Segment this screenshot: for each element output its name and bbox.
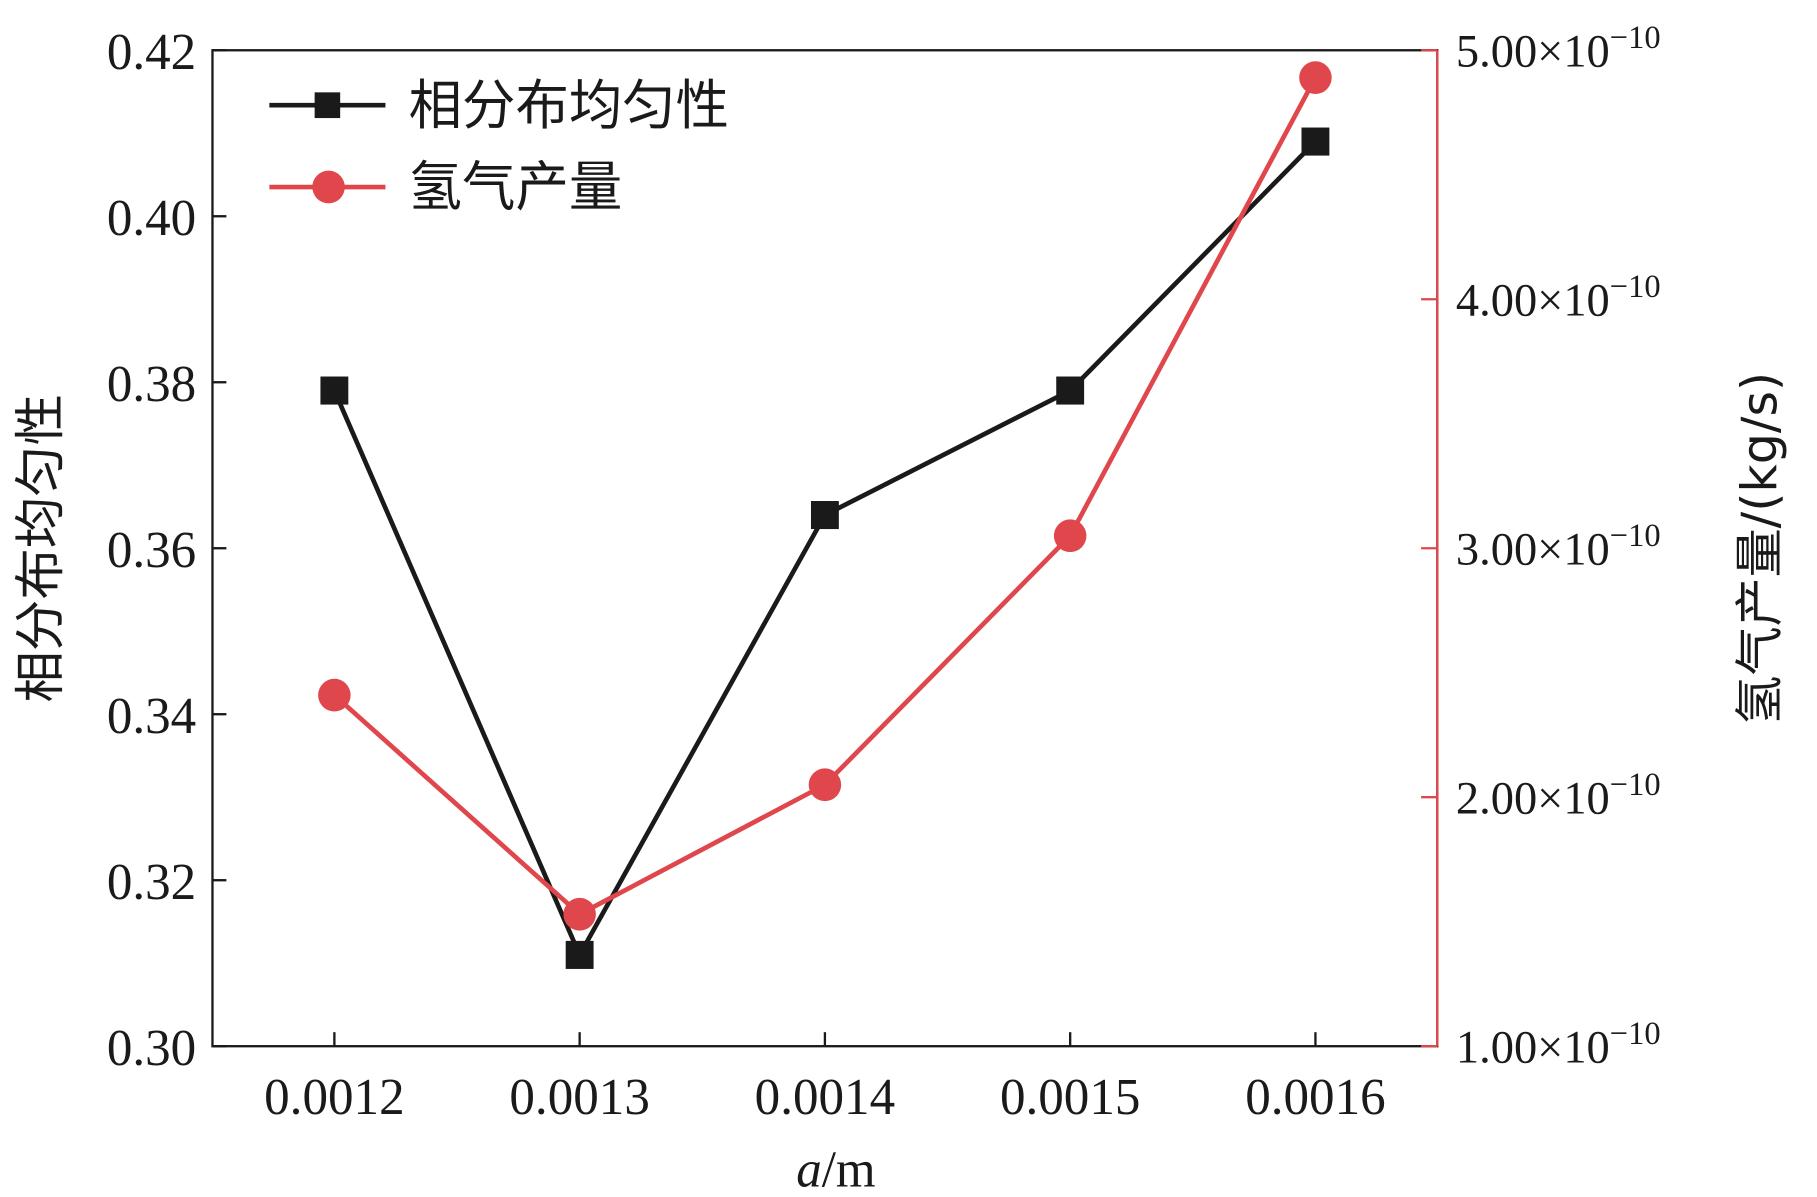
y-tick-label: 0.36 (107, 522, 196, 579)
y-axis-label: 相分布均匀性 (11, 394, 71, 703)
data-point-square (320, 376, 349, 405)
y2-tick-mantissa: 4.00 (1456, 274, 1537, 326)
legend-marker-circle (312, 170, 345, 204)
y2-tick-times: ×10 (1537, 1021, 1610, 1073)
y2-tick-times: ×10 (1537, 523, 1610, 575)
y-tick-label: 0.40 (107, 190, 196, 247)
data-point-square (1301, 127, 1330, 156)
x-tick-label: 0.0012 (264, 1069, 404, 1126)
y2-tick-exponent: −10 (1610, 1016, 1661, 1052)
legend-marker-square (314, 92, 341, 119)
legend: 相分布均匀性 氢气产量 (269, 74, 729, 219)
data-point-square (565, 940, 594, 969)
y2-tick-mantissa: 1.00 (1456, 1021, 1537, 1073)
y2-axis-label: 氢气产量/(kg/s) (1732, 372, 1789, 725)
data-point-circle (1299, 61, 1332, 95)
series-line-0 (332, 139, 1318, 961)
x-tick-label: 0.0015 (1000, 1069, 1140, 1126)
y2-tick-times: ×10 (1537, 274, 1610, 326)
y-tick-label: 0.32 (107, 854, 196, 911)
y2-tick-mantissa: 2.00 (1456, 772, 1537, 824)
legend-label-uniformity: 相分布均匀性 (409, 74, 729, 137)
y2-tick-label: 4.00×10−10 (1456, 269, 1661, 327)
y-tick-label: 0.34 (107, 688, 196, 745)
data-point-square (810, 501, 839, 530)
y2-tick-exponent: −10 (1610, 269, 1661, 305)
y-tick-label: 0.30 (107, 1020, 196, 1077)
data-point-circle (318, 678, 351, 712)
y2-tick-mantissa: 5.00 (1456, 25, 1537, 77)
plot-frame (211, 49, 1439, 1048)
y-tick-label: 0.42 (107, 24, 196, 81)
y2-tick-exponent: −10 (1610, 767, 1661, 803)
x-tick-label: 0.0013 (509, 1069, 649, 1126)
y2-tick-label: 3.00×10−10 (1456, 518, 1661, 576)
data-point-circle (1053, 519, 1087, 553)
legend-label-hydrogen: 氢气产量 (409, 156, 623, 219)
x-axis-label-unit: /m (822, 1141, 876, 1197)
data-point-circle (808, 768, 842, 802)
x-axis-label-var: a (796, 1141, 822, 1197)
y2-tick-times: ×10 (1537, 25, 1610, 77)
y2-tick-exponent: −10 (1610, 20, 1661, 56)
x-tick-label: 0.0014 (755, 1069, 895, 1126)
y2-tick-exponent: −10 (1610, 518, 1661, 554)
x-axis-label: a/m (796, 1141, 876, 1197)
y2-tick-label: 5.00×10−10 (1456, 20, 1661, 78)
x-tick-label: 0.0016 (1245, 1069, 1385, 1126)
y2-tick-mantissa: 3.00 (1456, 523, 1537, 575)
data-point-square (1056, 376, 1085, 405)
y2-tick-times: ×10 (1537, 772, 1610, 824)
y-tick-label: 0.38 (107, 356, 196, 413)
y2-tick-label: 1.00×10−10 (1456, 1016, 1661, 1074)
y2-tick-label: 2.00×10−10 (1456, 767, 1661, 825)
data-point-circle (563, 897, 596, 931)
